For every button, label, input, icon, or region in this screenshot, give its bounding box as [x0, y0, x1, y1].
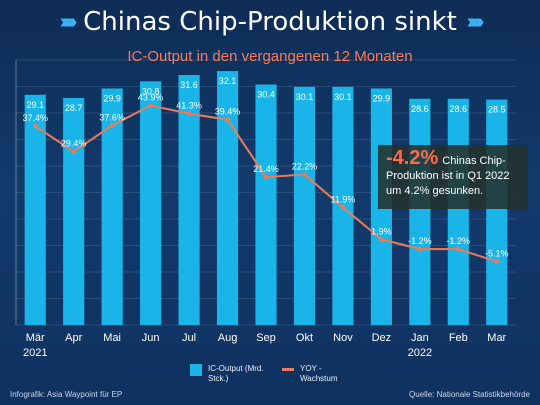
- yoy-value-label: 39.4%: [215, 107, 241, 117]
- x-tick-label: Jun: [142, 332, 160, 344]
- bar: [255, 84, 277, 325]
- bar: [140, 81, 162, 325]
- bar: [447, 98, 469, 325]
- yoy-point: [33, 123, 38, 129]
- yoy-value-label: 43.9%: [138, 92, 164, 102]
- bar-value-label: 30.1: [296, 92, 314, 102]
- footer-source: Quelle: Nationale Statistikbehörde: [409, 390, 530, 399]
- x-tick-label: Mar: [487, 332, 506, 344]
- bar-value-label: 29.9: [103, 93, 121, 103]
- callout-text: Chinas Chip-Produktion ist in Q1 2022 um…: [386, 155, 510, 197]
- chart-title: Chinas Chip-Produktion sinkt: [83, 7, 457, 37]
- yoy-value-label: 21.4%: [253, 164, 279, 174]
- legend-item-bars: IC-Output (Mrd. Stck.): [190, 364, 270, 384]
- x-tick-label: Mär: [26, 332, 45, 344]
- chart-subtitle: IC-Output in den vergangenen 12 Monaten: [127, 48, 413, 65]
- yoy-value-label: 29.4%: [61, 139, 87, 149]
- yoy-value-label: 11.9%: [330, 194, 355, 204]
- bar-value-label: 31.6: [180, 80, 198, 90]
- callout-value: -4.2%: [386, 147, 439, 169]
- yoy-point: [379, 237, 384, 242]
- x-tick-label: Nov: [333, 332, 353, 344]
- x-tick-label: Jan: [411, 332, 429, 344]
- bar-value-label: 30.4: [257, 90, 275, 100]
- bar-value-label: 30.8: [142, 86, 160, 96]
- title-bar: ››››› Chinas Chip-Produktion sinkt ›››››: [0, 0, 540, 44]
- yoy-point: [263, 174, 269, 180]
- yoy-value-label: 37.6%: [99, 112, 125, 122]
- yoy-value-label: -1.2%: [447, 236, 471, 246]
- x-tick-label: Apr: [65, 332, 82, 344]
- bar: [216, 71, 239, 326]
- yoy-point: [225, 117, 230, 122]
- x-tick-label: Aug: [218, 332, 238, 344]
- bar-value-label: 28.5: [488, 105, 506, 115]
- bar: [486, 99, 508, 325]
- legend-item-line: YOY - Wachstum: [282, 364, 352, 384]
- x-tick-label: Mai: [103, 332, 121, 344]
- bar: [24, 94, 46, 325]
- yoy-point: [186, 111, 192, 116]
- x-tick-label: Dez: [372, 332, 392, 344]
- legend-label-bars: IC-Output (Mrd. Stck.): [208, 364, 264, 383]
- yoy-value-label: 37.4%: [22, 113, 48, 123]
- bar-value-label: 28.6: [450, 104, 468, 114]
- x-tick-label: Feb: [449, 332, 468, 344]
- legend-swatch-line: [282, 368, 294, 371]
- bar-value-label: 30.1: [334, 92, 352, 102]
- yoy-point: [71, 149, 76, 154]
- bar: [178, 75, 200, 326]
- yoy-point: [148, 103, 153, 108]
- yoy-point: [494, 259, 499, 264]
- yoy-value-label: -1.2%: [408, 236, 432, 246]
- x-year-label: 2021: [23, 347, 47, 359]
- x-tick-label: Okt: [296, 332, 313, 344]
- x-year-label: 2022: [408, 347, 432, 359]
- bar-value-label: 32.1: [219, 76, 237, 86]
- bar: [293, 86, 316, 325]
- bar: [101, 88, 123, 325]
- yoy-value-label: 1.9%: [371, 226, 392, 236]
- yoy-point: [340, 205, 346, 210]
- bar-value-label: 29.9: [373, 93, 391, 103]
- bar: [409, 98, 431, 325]
- x-tick-label: Jul: [182, 332, 196, 344]
- yoy-value-label: 41.3%: [176, 101, 202, 111]
- yoy-value-label: 22.2%: [292, 162, 318, 172]
- bar-value-label: 28.6: [411, 104, 429, 114]
- yoy-point: [456, 246, 461, 252]
- legend-swatch-bars: [190, 364, 202, 376]
- yoy-point: [109, 123, 115, 128]
- footer-credit: Infografik: Asia Waypoint für EP: [10, 390, 123, 399]
- yoy-point: [417, 246, 423, 252]
- yoy-point: [302, 172, 307, 177]
- chevrons-left-icon: ›››››: [59, 10, 77, 33]
- bar: [63, 97, 85, 325]
- legend-label-line: YOY - Wachstum: [300, 364, 338, 383]
- callout-box: -4.2% Chinas Chip-Produktion ist in Q1 20…: [378, 145, 528, 209]
- chevrons-right-icon: ›››››: [466, 10, 484, 33]
- bar-value-label: 28.7: [65, 103, 83, 113]
- yoy-value-label: -5.1%: [485, 249, 509, 259]
- bar-value-label: 29.1: [26, 100, 44, 110]
- x-tick-label: Sep: [256, 332, 276, 344]
